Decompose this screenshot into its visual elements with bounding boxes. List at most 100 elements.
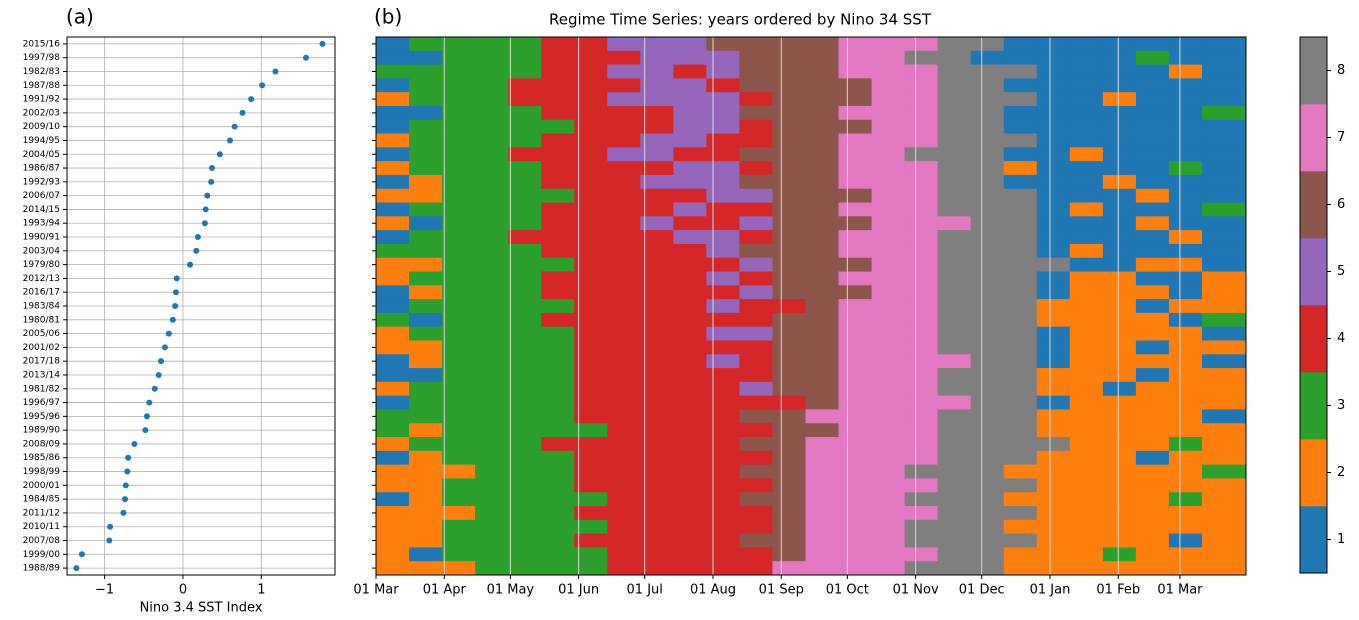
y-tick-label: 2010/11 [23, 522, 60, 532]
cell [904, 547, 939, 562]
cell [442, 450, 476, 466]
cell [409, 547, 443, 562]
cell [376, 519, 410, 535]
cell [409, 133, 443, 148]
cell [673, 326, 707, 341]
cell [937, 450, 972, 466]
cell [706, 243, 740, 259]
cell [805, 216, 839, 231]
cell [739, 450, 773, 466]
point [161, 344, 168, 351]
cell [574, 506, 608, 521]
cell [805, 37, 839, 52]
cell [409, 216, 443, 231]
cell [1168, 381, 1203, 397]
y-tick-label: 1992/93 [23, 177, 60, 187]
cell [1069, 492, 1104, 507]
cell [937, 519, 972, 535]
cell [541, 271, 575, 286]
cell [1102, 506, 1137, 521]
cell [1036, 381, 1071, 397]
cell [838, 78, 872, 93]
cell [706, 37, 740, 52]
cell [1036, 174, 1071, 190]
cell [508, 257, 542, 272]
cell [1069, 368, 1104, 383]
cell [574, 423, 608, 438]
y-tick-label: 2002/03 [23, 108, 60, 118]
point [146, 399, 153, 406]
cell [640, 147, 674, 162]
cell [937, 216, 972, 231]
cell [442, 271, 476, 286]
cell [1102, 492, 1137, 507]
cell [508, 243, 542, 259]
cell [772, 64, 806, 79]
point [73, 565, 80, 572]
cell [970, 492, 1005, 507]
cell [376, 464, 410, 479]
y-tick-label: 2012/13 [23, 274, 60, 284]
cell [1069, 285, 1104, 300]
cell [970, 243, 1005, 259]
cell [541, 92, 575, 107]
cell [805, 533, 839, 548]
cell [1102, 271, 1137, 286]
cell [1102, 395, 1137, 410]
cell [1036, 285, 1071, 300]
cell [376, 216, 410, 231]
point [143, 413, 150, 420]
cell [838, 506, 872, 521]
cell [937, 437, 972, 452]
cell [574, 340, 608, 355]
y-tick-label: 2000/01 [23, 481, 60, 491]
cell [970, 437, 1005, 452]
cell [442, 547, 476, 562]
cell [475, 381, 509, 397]
cell [772, 202, 806, 217]
cell [1069, 243, 1104, 259]
cell [970, 561, 1005, 576]
cell [1135, 216, 1170, 231]
cell [1168, 312, 1203, 328]
cell [640, 216, 674, 231]
cell [1003, 188, 1038, 203]
cell [607, 147, 641, 162]
cell [1168, 533, 1203, 548]
cell [970, 533, 1005, 548]
cell [607, 409, 641, 424]
cell [409, 354, 443, 369]
cell [805, 492, 839, 507]
cell [706, 161, 740, 176]
cell [574, 243, 608, 259]
cell [409, 450, 443, 466]
cell [937, 174, 972, 190]
cell [772, 174, 806, 190]
cell [838, 299, 872, 314]
cell [706, 547, 740, 562]
cell [904, 174, 939, 190]
cell [871, 340, 906, 355]
cell [1069, 519, 1104, 535]
cell [904, 450, 939, 466]
cell [376, 299, 410, 314]
cell [1201, 174, 1247, 190]
cell [1036, 464, 1071, 479]
cell [1168, 105, 1203, 121]
cell [1102, 243, 1137, 259]
cell [376, 450, 410, 466]
cell [574, 216, 608, 231]
cell [1069, 381, 1104, 397]
cell [1102, 450, 1137, 466]
cell [739, 161, 773, 176]
cell [409, 464, 443, 479]
cell [640, 271, 674, 286]
point [121, 496, 128, 503]
cell [508, 147, 542, 162]
cell [640, 64, 674, 79]
cell [904, 257, 939, 272]
point [319, 40, 326, 47]
cell [937, 326, 972, 341]
cell [409, 285, 443, 300]
cell [1201, 147, 1247, 162]
